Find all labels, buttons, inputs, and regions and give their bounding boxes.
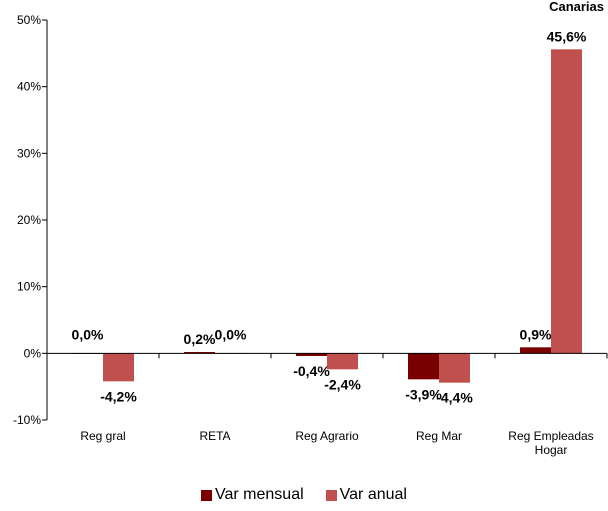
data-label: 0,9%: [520, 326, 552, 342]
data-label: 45,6%: [547, 28, 587, 44]
y-tick-label: 30%: [17, 146, 41, 160]
x-category-label: Reg Empleadas: [508, 429, 593, 443]
x-category-label: Hogar: [535, 443, 568, 457]
y-tick-label: 0%: [24, 346, 42, 360]
data-label: -2,4%: [324, 376, 361, 392]
data-label: -4,4%: [436, 390, 473, 406]
data-label: -3,9%: [405, 386, 442, 402]
bar-var-anual: [439, 353, 470, 383]
bar-var-mensual: [184, 352, 215, 354]
y-tick-label: 10%: [17, 280, 41, 294]
legend-item-var-anual: Var anual: [325, 486, 407, 504]
y-tick-label: 50%: [17, 13, 41, 27]
legend-swatch-var-anual: [325, 489, 337, 501]
x-category-label: RETA: [199, 429, 230, 443]
y-tick-label: -10%: [13, 413, 41, 427]
legend-label-var-mensual: Var mensual: [215, 486, 304, 503]
legend: Var mensual Var anual: [0, 486, 608, 504]
data-label: 0,0%: [72, 326, 104, 342]
bar-var-anual: [551, 49, 582, 354]
legend-swatch-var-mensual: [201, 489, 213, 501]
bar-var-mensual: [408, 353, 439, 380]
data-label: -4,2%: [100, 388, 137, 404]
legend-item-var-mensual: Var mensual: [201, 486, 304, 504]
chart-plot: -10%0%10%20%30%40%50%0,0% 0,2%-0,4%-3,9%0…: [13, 13, 608, 457]
legend-label-var-anual: Var anual: [339, 486, 407, 503]
bar-var-mensual: [520, 347, 551, 354]
data-label: 0,2%: [184, 331, 216, 347]
y-tick-label: 40%: [17, 80, 41, 94]
bar-var-anual: [103, 353, 134, 382]
x-category-label: Reg gral: [80, 429, 125, 443]
bar-var-mensual: [296, 353, 327, 356]
x-category-label: Reg Mar: [416, 429, 462, 443]
x-category-label: Reg Agrario: [295, 429, 359, 443]
data-label: 0,0%: [215, 326, 247, 342]
y-tick-label: 20%: [17, 213, 41, 227]
chart-title: Canarias: [549, 0, 604, 14]
data-label: -0,4%: [293, 363, 330, 379]
bar-var-anual: [327, 353, 358, 370]
